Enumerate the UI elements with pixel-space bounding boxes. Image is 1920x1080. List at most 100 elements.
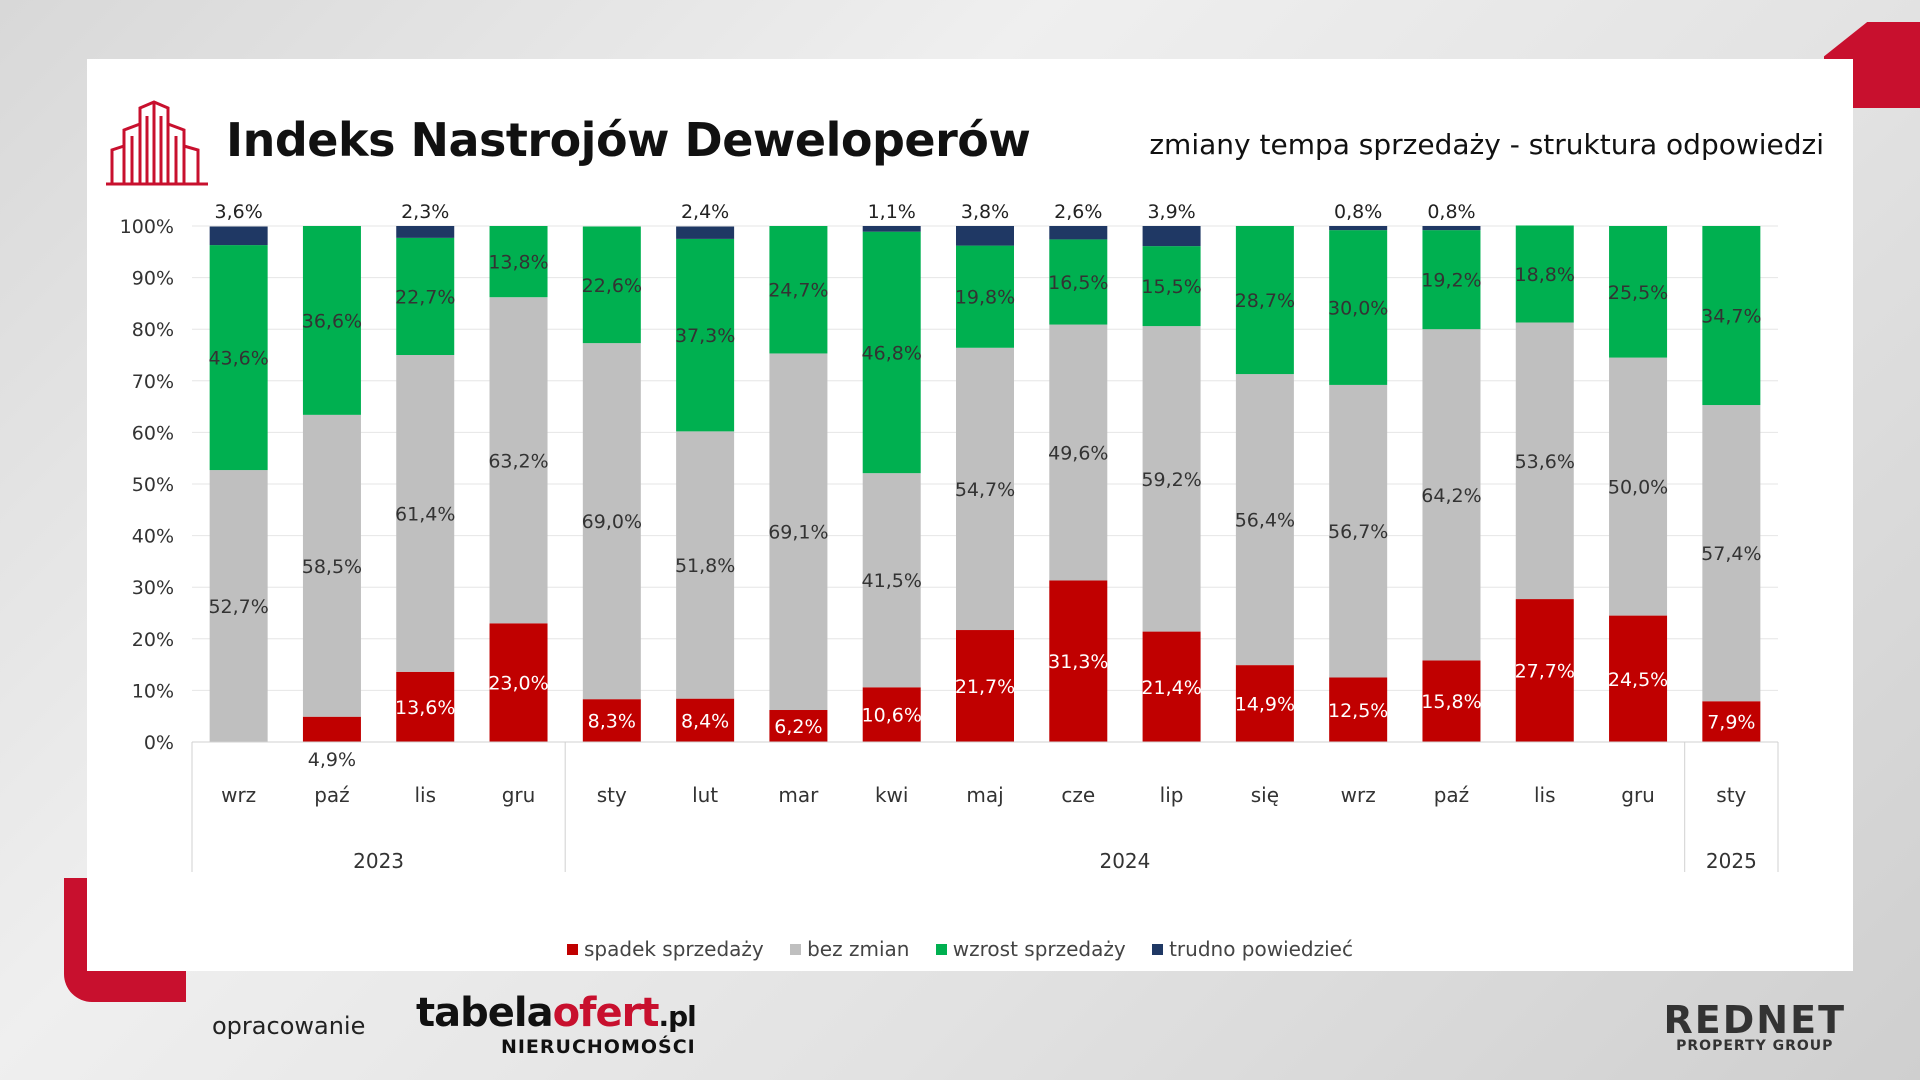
data-label: 23,0% <box>488 673 548 695</box>
chart-legend: spadek sprzedaży bez zmian wzrost sprzed… <box>0 937 1920 961</box>
x-tick-label: kwi <box>875 783 909 807</box>
y-tick-label: 50% <box>132 474 174 496</box>
bar-segment <box>1702 701 1761 742</box>
bar-segment <box>489 297 548 624</box>
data-label: 4,9% <box>308 749 356 771</box>
data-label: 6,2% <box>774 716 822 738</box>
x-tick-label: lip <box>1160 783 1184 807</box>
bar-segment <box>1422 660 1481 742</box>
data-label: 13,6% <box>395 697 455 719</box>
tabelaofert-wordmark-suffix: .pl <box>658 1000 696 1033</box>
legend-swatch-trudno <box>1152 944 1164 955</box>
bar-segment <box>1515 322 1574 600</box>
x-tick-label: gru <box>502 783 536 807</box>
bar-segment <box>209 470 268 742</box>
data-label: 50,0% <box>1608 477 1668 499</box>
y-tick-label: 20% <box>132 629 174 651</box>
bar-segment <box>209 245 268 471</box>
bar-segment <box>582 226 641 344</box>
rednet-logo: REDNET PROPERTY GROUP <box>1664 998 1846 1054</box>
bar-segment <box>396 355 455 672</box>
bar-segment <box>302 414 361 717</box>
legend-label: spadek sprzedaży <box>584 937 764 961</box>
legend-item-wzrost: wzrost sprzedaży <box>935 937 1126 961</box>
bar-segment <box>1142 226 1201 247</box>
bar-segment <box>1329 226 1388 231</box>
data-label: 69,0% <box>582 511 642 533</box>
data-label: 2,3% <box>401 201 449 223</box>
data-label: 43,6% <box>208 348 268 370</box>
data-label: 13,8% <box>488 252 548 274</box>
bar-segment <box>1235 665 1294 742</box>
data-label: 19,2% <box>1421 270 1481 292</box>
data-label: 31,3% <box>1048 651 1108 673</box>
data-label: 52,7% <box>208 596 268 618</box>
data-label: 24,5% <box>1608 669 1668 691</box>
bar-segment <box>209 226 268 246</box>
y-tick-label: 60% <box>132 422 174 444</box>
bar-segment <box>862 231 921 474</box>
bar-segment <box>1422 329 1481 661</box>
bar-segment <box>302 716 361 742</box>
bar-segment <box>769 710 828 742</box>
bar-segment <box>1609 357 1668 616</box>
bar-segment <box>1049 226 1108 240</box>
data-label: 15,8% <box>1421 691 1481 713</box>
prepared-by-label: opracowanie <box>212 1012 366 1040</box>
data-label: 2,4% <box>681 201 729 223</box>
data-label: 30,0% <box>1328 298 1388 320</box>
x-tick-label: lis <box>414 783 436 807</box>
data-label: 18,8% <box>1515 264 1575 286</box>
data-label: 7,9% <box>1707 712 1755 734</box>
data-label: 22,7% <box>395 286 455 308</box>
legend-item-bez-zmian: bez zmian <box>790 937 909 961</box>
data-label: 51,8% <box>675 555 735 577</box>
bar-segment <box>956 630 1014 742</box>
data-label: 3,8% <box>961 201 1009 223</box>
y-tick-label: 100% <box>120 216 174 238</box>
tabelaofert-wordmark: tabelaofert.pl <box>416 990 697 1036</box>
x-tick-label: sty <box>597 783 627 807</box>
x-group-label: 2025 <box>1706 849 1757 873</box>
bar-segment <box>1702 226 1761 406</box>
bar-segment <box>582 699 641 742</box>
data-label: 8,3% <box>588 711 636 733</box>
x-tick-label: lut <box>692 783 718 807</box>
data-label: 8,4% <box>681 710 729 732</box>
bar-segment <box>1329 384 1388 678</box>
y-tick-label: 80% <box>132 319 174 341</box>
tabelaofert-wordmark-main: tabela <box>416 990 554 1036</box>
data-label: 27,7% <box>1515 661 1575 683</box>
page-title: Indeks Nastrojów Deweloperów <box>226 113 1031 167</box>
bar-segment <box>1329 677 1388 742</box>
bar-segment <box>396 671 455 742</box>
bar-segment <box>1609 226 1668 358</box>
data-label: 56,7% <box>1328 521 1388 543</box>
x-tick-label: gru <box>1621 783 1655 807</box>
bar-segment <box>582 343 641 700</box>
x-tick-label: wrz <box>1341 783 1376 807</box>
bar-segment <box>956 347 1014 631</box>
data-label: 57,4% <box>1701 543 1761 565</box>
x-tick-label: mar <box>778 783 819 807</box>
data-label: 16,5% <box>1048 272 1108 294</box>
bar-segment <box>1515 225 1574 323</box>
legend-swatch-wzrost <box>935 944 947 955</box>
tabelaofert-tagline: NIERUCHOMOŚCI <box>500 1036 696 1058</box>
data-label: 59,2% <box>1141 469 1201 491</box>
data-label: 19,8% <box>955 287 1015 309</box>
rednet-wordmark: REDNET <box>1663 998 1846 1042</box>
legend-swatch-spadek <box>567 944 578 955</box>
bar-segment <box>862 687 921 742</box>
data-label: 36,6% <box>302 310 362 332</box>
bar-segment <box>956 226 1014 246</box>
x-tick-label: lis <box>1534 783 1556 807</box>
bar-segment <box>1142 246 1201 327</box>
bar-segment <box>1422 226 1481 231</box>
x-group-label: 2023 <box>353 849 404 873</box>
data-label: 49,6% <box>1048 443 1108 465</box>
x-tick-label: maj <box>966 783 1003 807</box>
bar-segment <box>302 226 361 415</box>
data-label: 0,8% <box>1334 201 1382 223</box>
